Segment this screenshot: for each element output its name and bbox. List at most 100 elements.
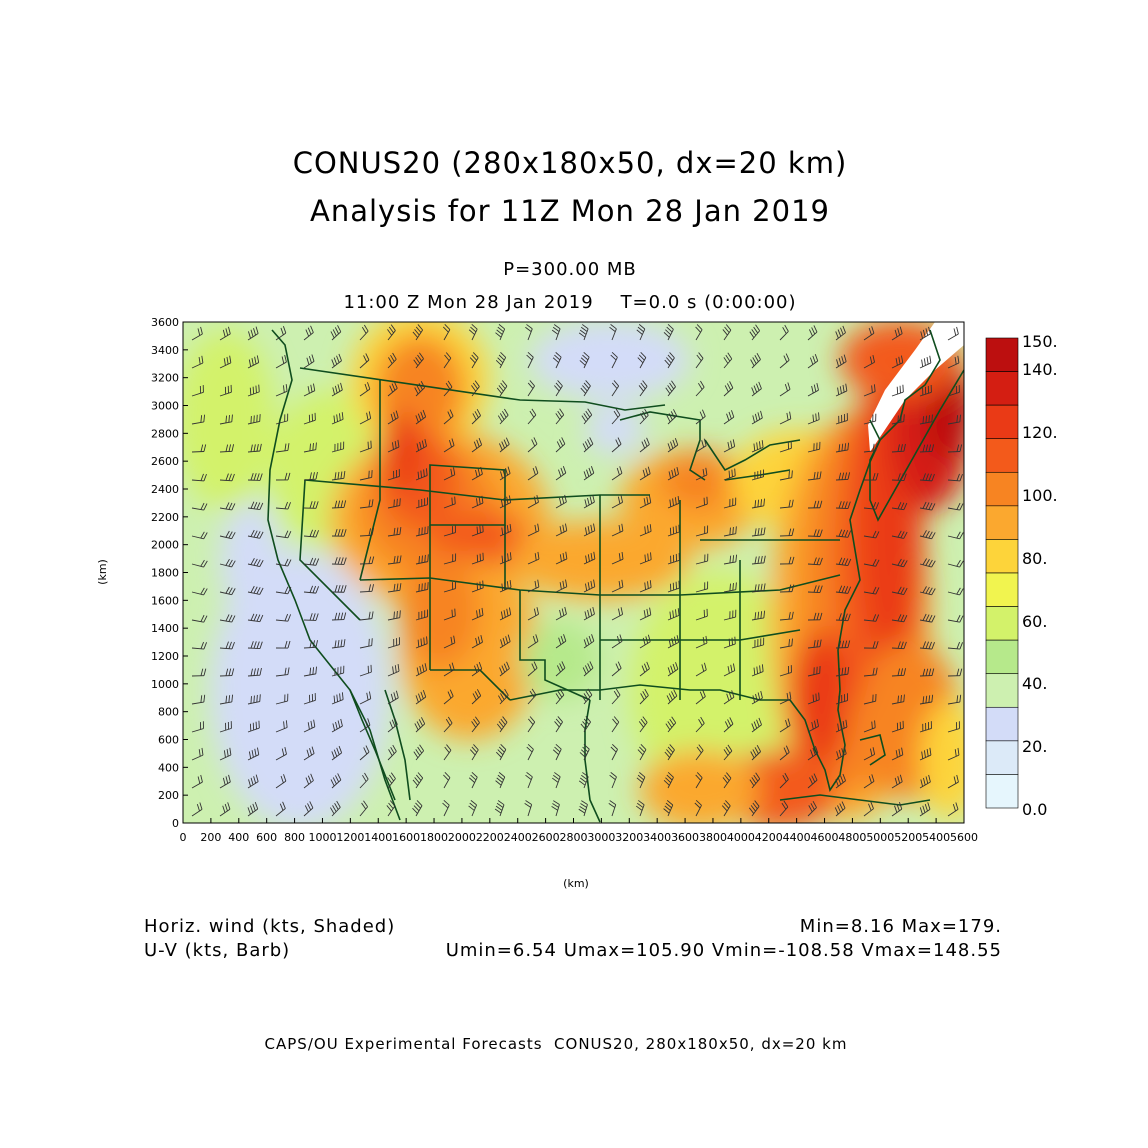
wind-barb [610, 352, 618, 369]
wind-barb [751, 555, 766, 565]
wind-barb [415, 582, 429, 593]
x-tick-label: 2200 [476, 831, 504, 844]
wind-barb [695, 352, 704, 369]
wind-barb [247, 326, 259, 341]
wind-barb [359, 800, 368, 817]
wind-barb [499, 607, 512, 621]
wind-barb [807, 325, 818, 341]
plot-title-line2: Analysis for 11Z Mon 28 Jan 2019 [310, 194, 830, 228]
wind-barb [524, 800, 533, 817]
wind-barb [779, 584, 795, 593]
wind-barb [275, 586, 292, 595]
wind-barb [442, 324, 451, 341]
wind-barb [751, 690, 763, 705]
credit-line: CAPS/OU Experimental Forecasts CONUS20, … [264, 1035, 848, 1053]
wind-barb [639, 607, 652, 621]
wind-barb [499, 523, 512, 537]
wind-barb [331, 528, 347, 537]
wind-barb [750, 352, 761, 369]
wind-barb [863, 326, 875, 341]
wind-barb [359, 556, 375, 565]
colorbar-swatch [985, 740, 1019, 775]
wind-barb [891, 774, 903, 789]
wind-barb [527, 466, 539, 481]
wind-barb [663, 324, 674, 341]
wind-barb [331, 353, 342, 369]
wind-barb [807, 639, 822, 649]
wind-barb [807, 612, 823, 621]
wind-barb [665, 380, 676, 397]
wind-barb [695, 380, 705, 397]
wind-barb [863, 693, 877, 705]
wind-barb [331, 584, 347, 593]
wind-barb [359, 584, 375, 593]
wind-barb [387, 744, 397, 761]
shading-variable-label: Horiz. wind (kts, Shaded) [144, 916, 396, 937]
wind-barb [947, 355, 960, 369]
wind-barb [527, 716, 536, 733]
wind-barb [779, 440, 792, 453]
wind-barb [611, 437, 622, 453]
wind-barb [469, 352, 479, 369]
wind-barb [387, 717, 398, 733]
wind-barb [779, 718, 791, 733]
y-tick-label: 1000 [151, 678, 179, 691]
wind-barb [723, 410, 735, 425]
wind-barb [947, 802, 959, 817]
wind-barb [386, 800, 396, 817]
wind-barb [947, 587, 964, 596]
wind-barb [611, 408, 621, 425]
wind-barb [807, 800, 817, 817]
wind-barb [387, 469, 400, 481]
wind-barb [275, 774, 287, 789]
wind-barb [891, 502, 908, 511]
x-tick-label: 4600 [811, 831, 839, 844]
wind-barb [219, 694, 234, 705]
wind-barb [919, 355, 932, 369]
wind-barb [891, 747, 904, 761]
wind-barb [330, 773, 342, 789]
wind-barb [303, 412, 316, 425]
x-tick-label: 800 [284, 831, 305, 844]
wind-barb [891, 384, 904, 397]
wind-barb [495, 352, 507, 369]
wind-barb [695, 689, 706, 705]
wind-barb [498, 688, 509, 705]
wind-barb [413, 352, 424, 369]
wind-barb [359, 353, 370, 369]
wind-barb [695, 525, 709, 537]
wind-barb [723, 744, 733, 761]
wind-barb [891, 355, 904, 369]
wind-barb [494, 800, 505, 817]
wind-barb [807, 529, 823, 537]
wind-barb [387, 555, 402, 565]
wind-barb [359, 638, 373, 649]
wind-barb [247, 558, 264, 568]
wind-barb [919, 473, 935, 482]
colorbar-label: 40. [1022, 674, 1047, 693]
wind-barb [723, 439, 736, 453]
wind-barb [275, 746, 287, 761]
wind-barb [303, 471, 318, 481]
wind-barb [807, 692, 820, 705]
wind-barb [247, 414, 261, 425]
x-tick-label: 600 [256, 831, 277, 844]
wind-barb [919, 326, 931, 341]
wind-barb [443, 772, 451, 789]
wind-barb [275, 413, 289, 425]
x-axis-label: (km) [563, 877, 589, 890]
wind-barb [471, 661, 483, 677]
x-tick-label: 0 [180, 831, 187, 844]
wind-barb [664, 352, 675, 369]
wind-barb [247, 443, 262, 453]
wind-barb [835, 325, 846, 341]
wind-barb [807, 719, 820, 733]
wind-barb [469, 744, 479, 761]
wind-barb [443, 409, 454, 425]
colorbar-label: 120. [1022, 423, 1058, 442]
wind-barb [525, 772, 533, 789]
wind-speed-shading [183, 322, 964, 823]
wind-barb [331, 471, 346, 481]
wind-barb [581, 408, 593, 425]
pressure-level-label: P=300.00 MB [503, 259, 637, 280]
